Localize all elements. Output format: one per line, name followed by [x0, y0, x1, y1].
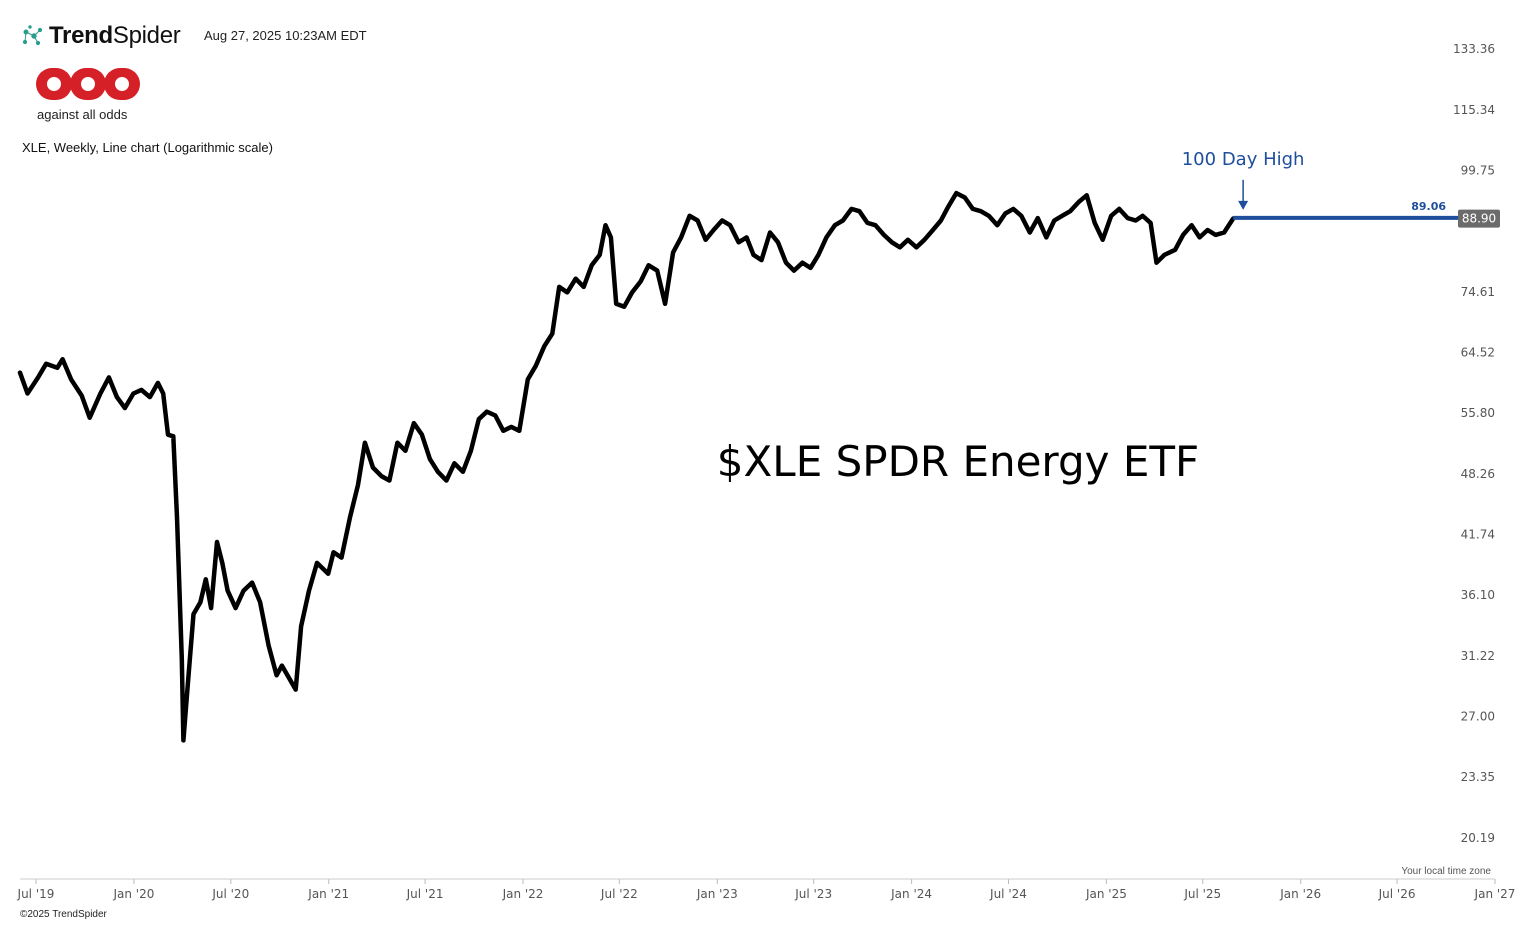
x-axis: Jul '19 Jan '20 Jul '20 Jan '21 Jul '21 Jan '…	[17, 879, 1516, 901]
x-tick-label: Jul '23	[794, 887, 832, 901]
x-tick-label: Jul '26	[1378, 887, 1416, 901]
x-tick-label: Jan '21	[307, 887, 349, 901]
x-tick-label: Jan '27	[1474, 887, 1516, 901]
last-price-badge	[1458, 209, 1500, 228]
chart-overlay-title: $XLE SPDR Energy ETF	[717, 437, 1199, 486]
y-tick-label: 20.19	[1461, 831, 1495, 845]
annotation-label: 100 Day High	[1182, 149, 1305, 170]
y-tick-label: 115.34	[1453, 103, 1495, 117]
brand-logo: TrendSpider	[20, 22, 181, 50]
x-tick-label: Jul '20	[211, 887, 249, 901]
x-tick-label: Jan '22	[502, 887, 544, 901]
timestamp: Aug 27, 2025 10:23AM EDT	[204, 28, 367, 43]
copyright: ©2025 TrendSpider	[20, 909, 107, 920]
y-axis: 133.36 115.34 99.75 74.61 64.52 55.80 48.26 41.…	[1453, 42, 1495, 845]
y-tick-label: 48.26	[1461, 467, 1495, 481]
chart-subtitle: XLE, Weekly, Line chart (Logarithmic sca…	[22, 140, 273, 155]
x-tick-label: Jul '24	[989, 887, 1027, 901]
x-tick-label: Jul '19	[17, 887, 55, 901]
y-tick-label: 41.74	[1461, 528, 1495, 542]
y-tick-label: 64.52	[1461, 346, 1495, 360]
against-all-odds-logo	[36, 66, 140, 107]
annotation-arrowhead	[1238, 200, 1249, 210]
publisher-tagline: against all odds	[37, 107, 128, 122]
x-tick-label: Jul '25	[1183, 887, 1221, 901]
level-value-label: 89.06	[1411, 200, 1446, 213]
x-tick-label: Jul '21	[406, 887, 444, 901]
x-tick-label: Jul '22	[600, 887, 638, 901]
y-tick-label: 23.35	[1461, 770, 1495, 784]
x-tick-label: Jan '24	[890, 887, 932, 901]
y-tick-label: 99.75	[1461, 163, 1495, 177]
brand-name: TrendSpider	[49, 22, 181, 49]
y-tick-label: 133.36	[1453, 42, 1495, 56]
y-tick-label: 74.61	[1461, 285, 1495, 299]
trendspider-network-icon	[22, 25, 43, 46]
y-tick-label: 27.00	[1461, 710, 1495, 724]
x-tick-label: Jan '20	[112, 887, 154, 901]
x-tick-label: Jan '25	[1085, 887, 1127, 901]
x-tick-label: Jan '23	[696, 887, 738, 901]
last-price-value: 88.90	[1462, 212, 1496, 226]
timezone-note: Your local time zone	[1401, 866, 1491, 877]
y-tick-label: 31.22	[1461, 649, 1495, 663]
y-tick-label: 36.10	[1461, 588, 1495, 602]
x-tick-label: Jan '26	[1279, 887, 1321, 901]
price-series-line	[17, 190, 1236, 743]
y-tick-label: 55.80	[1461, 406, 1495, 420]
